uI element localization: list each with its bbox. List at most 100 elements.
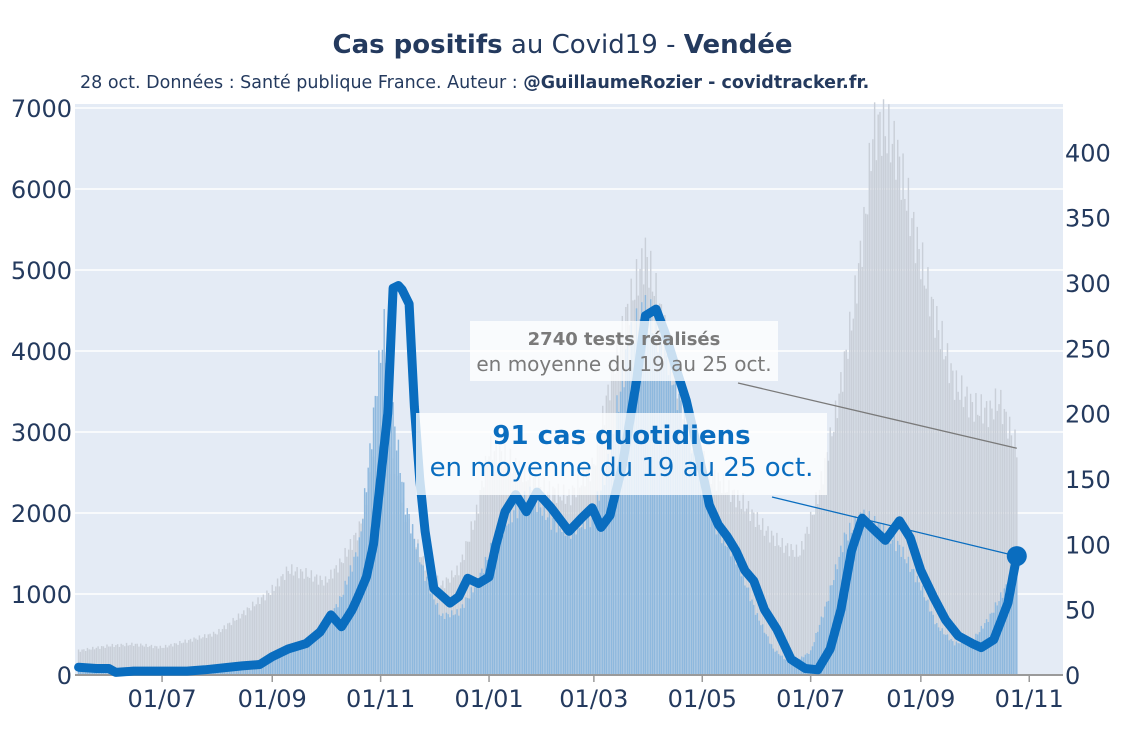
cases-bar [870, 526, 872, 675]
cases-bar [827, 600, 830, 675]
tests-bar [147, 647, 149, 675]
cases-bar [1007, 588, 1009, 675]
tests-bar [921, 242, 924, 676]
tests-bar [1001, 424, 1004, 675]
cases-bar [825, 601, 828, 675]
tests-bar [888, 104, 890, 676]
cases-bar [918, 582, 920, 675]
cases-bar [536, 511, 538, 675]
tests-bar [244, 615, 247, 675]
tests-bar [808, 533, 810, 675]
tests-bar [275, 586, 277, 675]
tests-bar [987, 427, 990, 675]
cases-bar [921, 585, 924, 675]
tests-bar [260, 597, 263, 675]
tests-bar [251, 601, 254, 675]
cases-bar [299, 644, 302, 675]
cases-bar [950, 639, 952, 675]
cases-bar [721, 543, 723, 675]
cases-bar [772, 648, 775, 675]
cases-bar [729, 556, 732, 675]
cases-bar [312, 637, 314, 675]
cases-bar [566, 529, 568, 675]
cases-bar [747, 587, 750, 675]
tests-bar [315, 574, 318, 675]
cases-bar [872, 524, 874, 675]
cases-bar [818, 624, 821, 675]
cases-bar [275, 655, 277, 675]
cases-bar [314, 633, 316, 675]
tests-bar [292, 575, 295, 675]
tests-bar [824, 458, 826, 675]
cases-bar [497, 543, 499, 675]
x-tick-label: 01/09 [886, 685, 955, 713]
tests-bar [179, 640, 181, 675]
cases-bar [296, 647, 298, 675]
cases-bar [264, 659, 266, 675]
tests-bar [939, 349, 942, 675]
tests-bar [312, 581, 314, 675]
tests-bar [827, 460, 830, 675]
tests-bar [264, 600, 266, 675]
tests-bar [804, 533, 807, 675]
tests-bar [124, 646, 126, 675]
tests-annotation: 2740 tests réalisés en moyenne du 19 au … [470, 321, 778, 381]
cases-bar [321, 628, 323, 675]
cases-bar [829, 585, 831, 675]
cases-bar [857, 517, 860, 675]
cases-bar [333, 608, 336, 675]
cases-bar [847, 540, 849, 675]
chart-subtitle: 28 oct. Données : Santé publique France.… [80, 73, 869, 93]
tests-bar [172, 646, 174, 675]
cases-bar [280, 653, 282, 675]
cases-bar [945, 634, 947, 675]
tests-bar [879, 111, 881, 675]
cases-bar [584, 529, 586, 675]
cases-bar [498, 527, 501, 675]
cases-bar [467, 598, 469, 675]
cases-bar [676, 410, 679, 675]
cases-bar [600, 490, 602, 675]
y-right-tick-label: 400 [1065, 139, 1111, 167]
tests-annotation-value: 2740 tests réalisés [527, 329, 721, 350]
cases-bar [575, 534, 577, 675]
cases-bar [267, 657, 270, 675]
tests-bar [776, 532, 778, 675]
tests-bar [978, 415, 981, 675]
tests-bar [118, 646, 121, 675]
tests-bar [271, 584, 273, 675]
tests-bar [785, 545, 787, 675]
cases-bar [550, 529, 552, 675]
tests-bar [113, 646, 115, 675]
cases-bar [484, 556, 487, 675]
cases-bar [904, 559, 906, 675]
cases-bar [276, 654, 279, 675]
cases-bar [287, 651, 289, 675]
cases-bar [436, 603, 439, 675]
cases-bar [445, 612, 448, 675]
cases-bar [610, 430, 613, 675]
cases-bar [509, 507, 512, 675]
cases-bar [905, 563, 908, 675]
cases-bar [545, 519, 547, 675]
cases-bar [305, 639, 307, 675]
cases-bar [443, 618, 446, 675]
tests-bar [856, 303, 858, 675]
tests-bar [872, 139, 874, 675]
tests-bar [863, 206, 865, 676]
tests-bar [175, 643, 177, 675]
cases-bar [602, 470, 604, 675]
cases-bar [637, 341, 640, 675]
cases-bar [559, 528, 561, 675]
tests-bar [207, 634, 209, 675]
cases-bar [811, 646, 814, 675]
cases-bar [408, 513, 410, 675]
tests-bar [83, 649, 85, 675]
tests-bar [769, 542, 771, 675]
cases-bar [879, 523, 881, 675]
tests-bar [795, 544, 798, 675]
cases-bar [452, 615, 455, 675]
cases-bar [914, 582, 917, 675]
cases-bar [943, 634, 945, 675]
cases-bar [733, 551, 735, 675]
